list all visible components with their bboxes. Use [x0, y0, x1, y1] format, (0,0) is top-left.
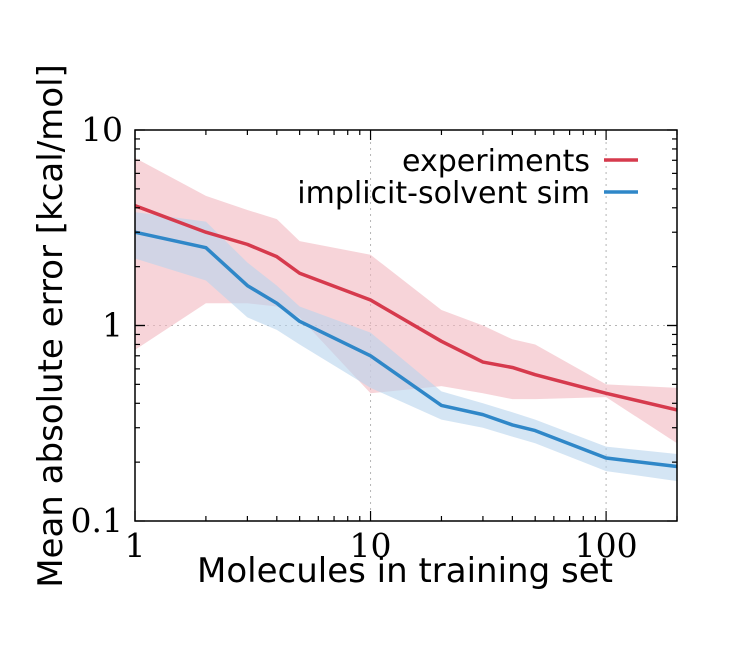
- legend-label-1: implicit-solvent sim: [297, 176, 590, 211]
- y-tick-label: 10: [81, 110, 123, 149]
- x-tick-label: 100: [575, 526, 638, 565]
- y-axis-label: Mean absolute error [kcal/mol]: [31, 64, 71, 588]
- series-line-1: [134, 230, 678, 469]
- series-line-0: [134, 204, 678, 412]
- x-axis-label: Molecules in training set: [197, 551, 613, 591]
- error-bands: [135, 157, 677, 482]
- y-tick-label: 1: [102, 306, 123, 345]
- y-tick-label: 0.1: [71, 501, 123, 540]
- x-tick-label: 10: [350, 526, 392, 565]
- x-tick-label: 1: [125, 526, 146, 565]
- legend-label-0: experiments: [402, 144, 590, 179]
- error-band-0: [135, 157, 677, 444]
- series-lines: [134, 204, 678, 469]
- error-band-1: [135, 212, 677, 482]
